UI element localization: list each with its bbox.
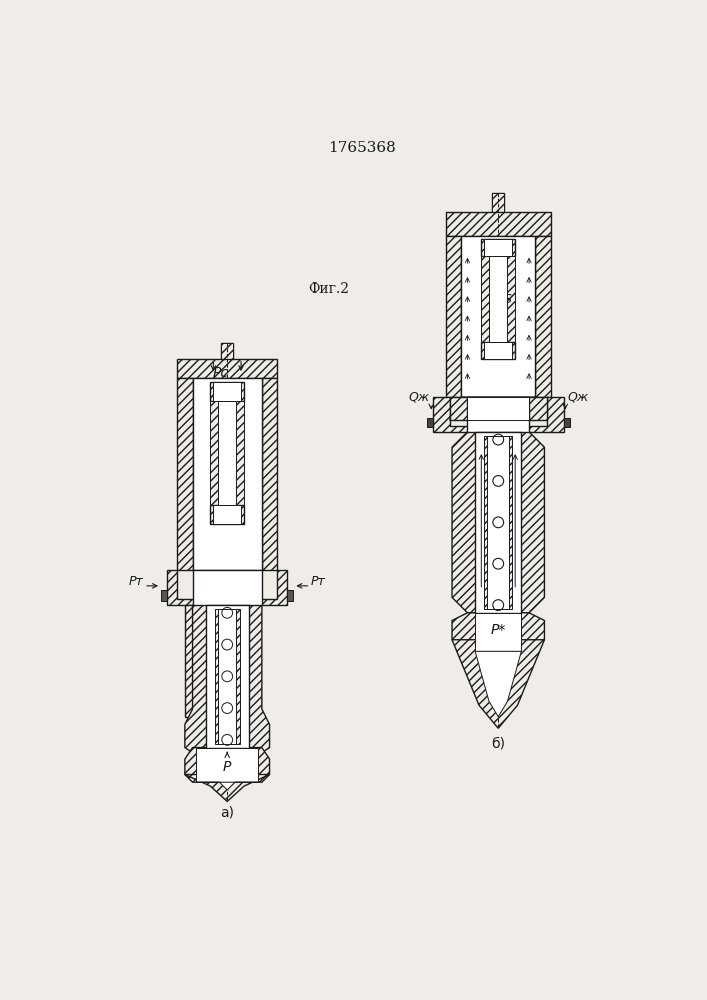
Bar <box>214 505 241 524</box>
Text: б): б) <box>491 737 506 751</box>
Polygon shape <box>185 774 269 801</box>
Polygon shape <box>452 613 544 651</box>
Bar <box>192 378 262 570</box>
Bar <box>492 193 504 212</box>
Polygon shape <box>185 605 192 717</box>
Bar <box>475 432 521 613</box>
Polygon shape <box>215 609 240 744</box>
Bar <box>426 418 433 427</box>
Polygon shape <box>475 651 521 717</box>
Polygon shape <box>452 432 544 613</box>
Text: Pт: Pт <box>310 575 325 588</box>
Bar <box>287 590 293 601</box>
Text: P*: P* <box>491 623 506 637</box>
Polygon shape <box>167 570 287 605</box>
Text: S: S <box>223 447 231 460</box>
Polygon shape <box>467 397 529 416</box>
Bar <box>492 193 504 212</box>
Text: 1765368: 1765368 <box>328 141 396 155</box>
Bar <box>467 397 529 432</box>
Text: Pc: Pc <box>213 366 229 380</box>
Polygon shape <box>177 378 192 570</box>
Polygon shape <box>210 401 244 505</box>
Bar <box>563 418 570 427</box>
Bar <box>218 609 236 744</box>
Polygon shape <box>452 640 544 728</box>
Polygon shape <box>262 378 277 570</box>
Bar <box>484 342 512 359</box>
Text: а): а) <box>220 806 234 820</box>
Polygon shape <box>433 397 563 432</box>
Polygon shape <box>535 235 551 397</box>
Polygon shape <box>446 212 551 235</box>
Polygon shape <box>484 436 512 609</box>
Text: Qж: Qж <box>567 391 588 404</box>
Bar <box>461 235 535 397</box>
Polygon shape <box>210 505 244 524</box>
Polygon shape <box>197 782 258 790</box>
Bar <box>484 239 512 256</box>
Text: P: P <box>223 760 231 774</box>
Polygon shape <box>446 235 461 397</box>
Polygon shape <box>481 342 515 359</box>
Bar <box>487 436 509 609</box>
Bar <box>467 397 529 420</box>
Bar <box>221 343 233 359</box>
Bar <box>161 590 167 601</box>
Polygon shape <box>177 359 277 378</box>
Bar <box>218 401 236 505</box>
Polygon shape <box>481 256 515 342</box>
Text: Фиг.2: Фиг.2 <box>308 282 349 296</box>
Bar <box>221 343 233 359</box>
Polygon shape <box>450 397 547 420</box>
Text: Qж: Qж <box>409 391 429 404</box>
Bar <box>214 382 241 401</box>
Polygon shape <box>475 613 521 651</box>
Polygon shape <box>185 605 269 755</box>
Polygon shape <box>450 397 547 420</box>
Polygon shape <box>185 748 269 782</box>
Bar <box>192 570 262 605</box>
Polygon shape <box>210 382 244 401</box>
Bar <box>206 605 249 748</box>
Polygon shape <box>197 748 258 782</box>
Bar <box>489 256 508 342</box>
Text: Pт: Pт <box>129 575 144 588</box>
Polygon shape <box>481 239 515 256</box>
Text: S: S <box>503 293 511 306</box>
